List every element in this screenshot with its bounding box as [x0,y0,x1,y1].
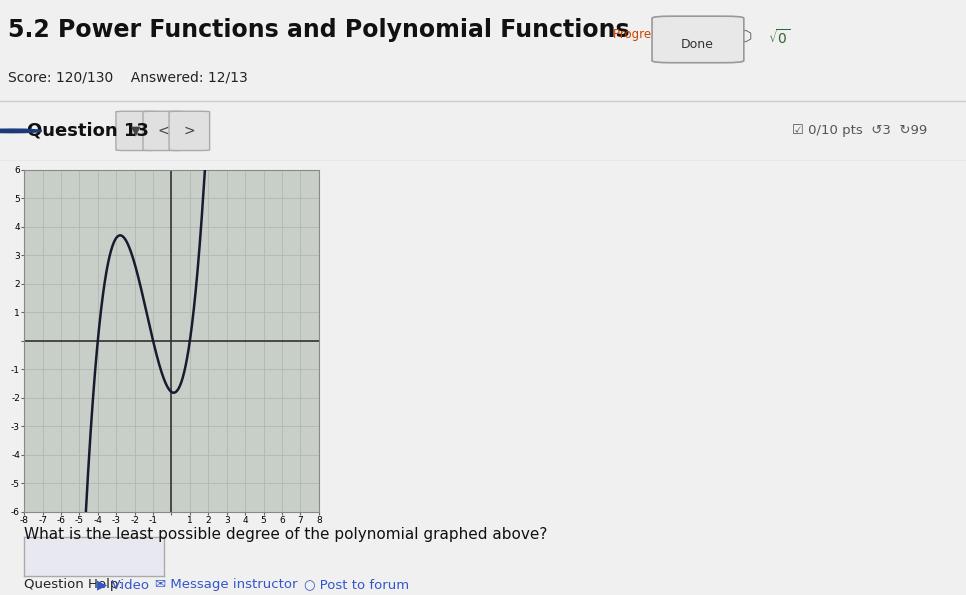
Text: Question Help:: Question Help: [24,578,123,591]
Text: Progress saved: Progress saved [613,29,702,41]
Text: ☑ 0/10 pts  ↺3  ↻99: ☑ 0/10 pts ↺3 ↻99 [792,124,927,137]
Circle shape [0,129,42,133]
Text: ✉ Message instructor: ✉ Message instructor [155,578,298,591]
Text: Done: Done [681,39,714,51]
Text: What is the least possible degree of the polynomial graphed above?: What is the least possible degree of the… [24,527,548,541]
Text: <: < [157,124,169,138]
FancyBboxPatch shape [169,111,210,151]
FancyBboxPatch shape [116,111,156,151]
Text: >: > [184,124,195,138]
FancyBboxPatch shape [652,16,744,62]
Text: ○ Post to forum: ○ Post to forum [304,578,410,591]
Text: ▶ Video: ▶ Video [97,578,149,591]
Text: $\sqrt{0}$: $\sqrt{0}$ [768,29,790,47]
Text: Question 13: Question 13 [27,122,149,140]
Text: 5.2 Power Functions and Polynomial Functions: 5.2 Power Functions and Polynomial Funct… [8,18,630,42]
FancyBboxPatch shape [143,111,184,151]
Text: ▼: ▼ [131,124,141,137]
Text: ⬡: ⬡ [739,29,753,43]
Text: Score: 120/130    Answered: 12/13: Score: 120/130 Answered: 12/13 [8,71,247,85]
